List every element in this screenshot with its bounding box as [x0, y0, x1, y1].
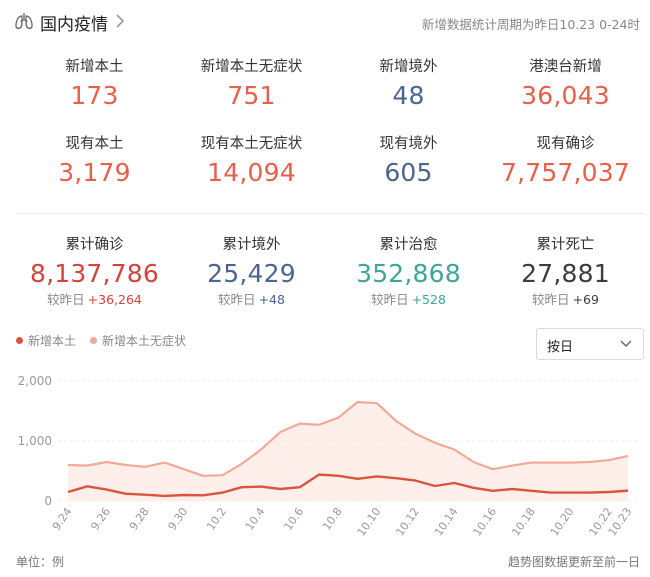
update-note: 趋势图数据更新至前一日: [507, 555, 640, 569]
summary-row-cumulative: 累计确诊 8,137,786 较昨日 +36,264 累计境外 25,429 较昨…: [16, 234, 644, 310]
stat-hk-macau-tw-new: 港澳台新增 36,043: [487, 56, 644, 114]
chevron-down-icon: [620, 340, 632, 347]
stat-value: 48: [392, 81, 425, 110]
summary-row-new: 新增本土 173 新增本土无症状 751 新增境外 48 港澳台新增 36,04…: [16, 56, 644, 114]
asymptomatic-series-line: [67, 400, 629, 477]
stat-label: 现有境外: [379, 136, 438, 152]
stat-label: 新增境外: [379, 59, 438, 75]
chevron-right-icon[interactable]: [115, 12, 125, 30]
stat-label: 新增本土: [65, 59, 124, 75]
stat-value: 173: [70, 81, 119, 110]
y-tick-label: 2,000: [18, 374, 52, 388]
stat-label: 现有确诊: [536, 136, 595, 152]
unit-label: 单位：例: [16, 555, 65, 569]
delta-label: 较昨日: [532, 292, 570, 307]
delta-value: +48: [258, 292, 285, 307]
lungs-icon: [15, 13, 33, 30]
stat-value: 352,868: [356, 259, 461, 288]
x-tick-label: 10.18: [509, 505, 538, 538]
page-title[interactable]: 国内疫情: [40, 15, 108, 35]
stat-label: 累计确诊: [65, 237, 124, 253]
delta-value: +36,264: [87, 292, 142, 307]
stat-imported-new: 新增境外 48: [330, 56, 487, 114]
stat-cumulative-imported: 累计境外 25,429 较昨日 +48: [173, 234, 330, 310]
delta-value: +69: [572, 292, 599, 307]
stat-imported-current: 现有境外 605: [330, 133, 487, 191]
stat-value: 14,094: [207, 158, 296, 187]
stat-value: 36,043: [521, 81, 610, 110]
delta-label: 较昨日: [218, 292, 256, 307]
stat-label: 累计死亡: [536, 237, 595, 253]
local-series-line: [67, 473, 629, 498]
period-select-value: 按日: [547, 340, 574, 355]
x-tick-label: 10.20: [548, 505, 577, 538]
x-tick-label: 10.16: [471, 505, 500, 538]
stat-local-asymptomatic-new: 新增本土无症状 751: [173, 56, 330, 114]
asymptomatic-area: [68, 402, 628, 501]
period-select[interactable]: 按日: [536, 328, 644, 360]
x-tick-label: 9.24: [50, 505, 75, 533]
stat-delta: 较昨日 +36,264: [16, 292, 173, 310]
stat-local-current: 现有本土 3,179: [16, 133, 173, 191]
x-tick-label: 9.30: [166, 505, 191, 533]
header: 国内疫情 新增数据统计周期为昨日10.23 0-24时: [0, 0, 650, 44]
stat-cumulative-recovered: 累计治愈 352,868 较昨日 +528: [330, 234, 487, 310]
chart-legend: 新增本土 新增本土无症状: [16, 332, 200, 349]
y-tick-label: 0: [44, 494, 52, 508]
stat-value: 751: [227, 81, 276, 110]
x-tick-label: 10.14: [432, 505, 461, 538]
x-tick-label: 10.2: [204, 505, 229, 533]
stat-label: 新增本土无症状: [200, 59, 303, 75]
stat-value: 8,137,786: [29, 259, 160, 288]
legend-label: 新增本土无症状: [102, 334, 187, 348]
legend-item-asymptomatic[interactable]: 新增本土无症状: [90, 332, 186, 349]
stat-delta: 较昨日 +69: [487, 292, 644, 310]
y-tick-label: 1,000: [18, 434, 52, 448]
stat-local-asymptomatic-current: 现有本土无症状 14,094: [173, 133, 330, 191]
trend-chart: 0 1,000 2,000 9.24 9.26 9.28 9.30 10.2 10.4 10.6 1…: [18, 374, 640, 539]
legend-dot: [90, 337, 98, 344]
legend-dot: [16, 337, 23, 344]
summary-row-current: 现有本土 3,179 现有本土无症状 14,094 现有境外 605 现有确诊 …: [16, 133, 644, 191]
legend-label: 新增本土: [28, 334, 77, 348]
stat-delta: 较昨日 +48: [173, 292, 330, 310]
stat-value: 7,757,037: [500, 158, 631, 187]
stat-cumulative-deaths: 累计死亡 27,881 较昨日 +69: [487, 234, 644, 310]
stat-value: 25,429: [207, 259, 296, 288]
x-tick-label: 9.26: [88, 505, 113, 533]
delta-label: 较昨日: [371, 292, 409, 307]
x-tick-label: 10.8: [320, 505, 345, 533]
x-tick-label: 10.6: [281, 505, 306, 533]
stat-value: 605: [384, 158, 433, 187]
stat-label: 累计境外: [222, 237, 281, 253]
stat-label: 现有本土: [65, 136, 124, 152]
stat-value: 27,881: [521, 259, 610, 288]
x-tick-label: 10.10: [355, 505, 384, 538]
delta-value: +528: [411, 292, 446, 307]
stat-delta: 较昨日 +528: [330, 292, 487, 310]
delta-label: 较昨日: [47, 292, 85, 307]
legend-item-local[interactable]: 新增本土: [16, 332, 76, 349]
stat-label: 现有本土无症状: [200, 136, 303, 152]
stat-cumulative-confirmed: 累计确诊 8,137,786 较昨日 +36,264: [16, 234, 173, 310]
stat-local-new: 新增本土 173: [16, 56, 173, 114]
stat-label: 港澳台新增: [529, 59, 602, 75]
stat-value: 3,179: [58, 158, 131, 187]
stat-period-note: 新增数据统计周期为昨日10.23 0-24时: [421, 17, 640, 32]
stat-label: 累计治愈: [379, 237, 438, 253]
x-tick-label: 10.12: [393, 505, 422, 538]
divider: [16, 213, 644, 214]
stat-confirmed-current: 现有确诊 7,757,037: [487, 133, 644, 191]
x-tick-label: 9.28: [127, 505, 152, 533]
x-tick-label: 10.4: [243, 505, 268, 533]
